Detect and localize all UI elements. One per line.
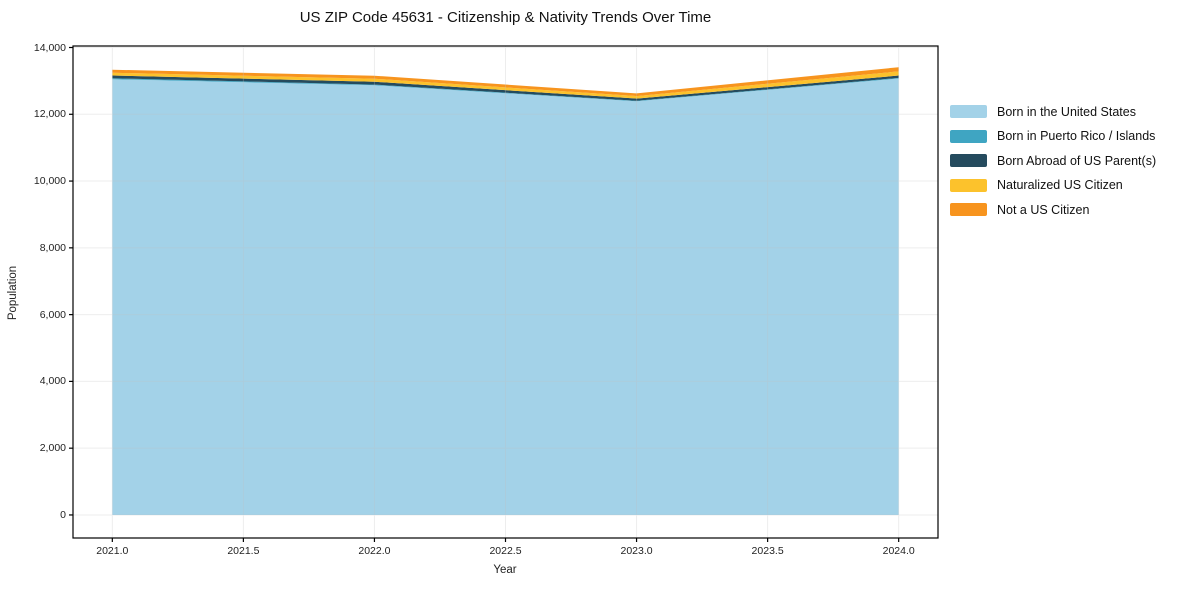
legend-swatch-icon (950, 178, 987, 192)
xtick-label: 2023.5 (751, 545, 784, 557)
ytick-label: 4,000 (39, 375, 66, 388)
legend-swatch-icon (950, 203, 987, 216)
tick-marks (69, 46, 900, 542)
xtick-label: 2022.5 (489, 545, 522, 557)
legend-swatch-icon (950, 105, 987, 118)
gridlines (73, 46, 938, 538)
xtick-label: 2022.0 (358, 545, 391, 557)
legend-item-3: Naturalized US Citizen (950, 178, 1156, 192)
legend-label: Not a US Citizen (997, 202, 1090, 217)
legend-label: Born Abroad of US Parent(s) (997, 153, 1157, 168)
xtick-label: 2021.0 (96, 545, 129, 557)
legend-swatch-icon (950, 154, 987, 167)
legend-label: Naturalized US Citizen (997, 178, 1123, 192)
xtick-label: 2021.5 (227, 545, 260, 557)
legend-label: Born in the United States (997, 104, 1136, 119)
legend-swatch-icon (950, 129, 987, 143)
legend: Born in the United States Born in Puerto … (950, 105, 1156, 228)
legend-item-0: Born in the United States (950, 104, 1156, 119)
legend-label: Born in Puerto Rico / Islands (997, 129, 1156, 143)
xtick-label: 2023.0 (620, 545, 653, 557)
legend-item-1: Born in Puerto Rico / Islands (950, 129, 1156, 143)
y-axis-label: Population (7, 265, 19, 321)
ytick-label: 0 (60, 508, 66, 521)
ytick-label: 10,000 (33, 175, 66, 188)
ytick-label: 2,000 (39, 442, 66, 455)
ytick-label: 12,000 (33, 108, 66, 121)
ytick-label: 6,000 (39, 308, 66, 321)
ytick-label: 14,000 (33, 41, 66, 54)
legend-item-4: Not a US Citizen (950, 202, 1156, 217)
x-axis-label: Year (493, 564, 517, 576)
xtick-label: 2024.0 (882, 545, 915, 557)
legend-item-2: Born Abroad of US Parent(s) (950, 153, 1157, 168)
ytick-label: 8,000 (39, 241, 66, 254)
area-series-2 (112, 75, 899, 101)
area-series-0 (112, 78, 899, 515)
area-series-3 (112, 71, 899, 99)
area-series-1 (112, 77, 899, 102)
chart-title: US ZIP Code 45631 - Citizenship & Nativi… (299, 9, 712, 26)
area-series-4 (112, 67, 899, 97)
